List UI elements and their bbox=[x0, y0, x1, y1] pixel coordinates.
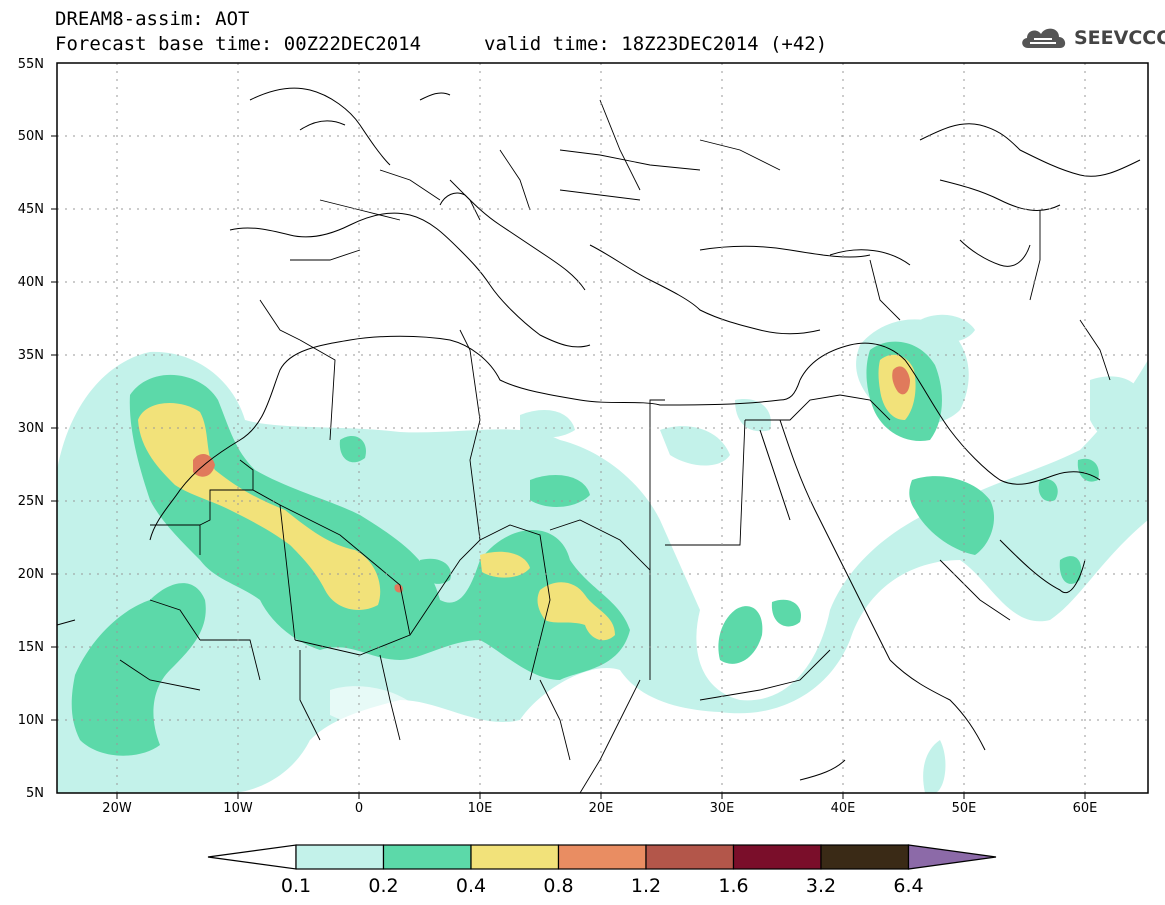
lat-label: 10N bbox=[18, 713, 44, 728]
lon-label: 30E bbox=[710, 801, 735, 816]
colorbar-label: 3.2 bbox=[806, 875, 836, 897]
colorbar: 0.1 0.2 0.4 0.8 1.2 1.6 3.2 6.4 bbox=[207, 844, 997, 897]
logo-text: SEEVCCC bbox=[1074, 27, 1165, 49]
latitude-labels: 5N 10N 15N 20N 25N 30N 35N 40N 45N 50N 5… bbox=[18, 57, 44, 801]
lon-label: 20E bbox=[589, 801, 614, 816]
colorbar-swatch bbox=[820, 844, 910, 870]
colorbar-swatch bbox=[645, 844, 735, 870]
lon-label: 10E bbox=[468, 801, 493, 816]
colorbar-swatch bbox=[732, 844, 822, 870]
colorbar-label: 0.8 bbox=[543, 875, 573, 897]
colorbar-label: 0.4 bbox=[456, 875, 486, 897]
seevccc-logo: SEEVCCC bbox=[1018, 22, 1165, 54]
lat-label: 55N bbox=[18, 57, 44, 72]
forecast-base-time: Forecast base time: 00Z22DEC2014 bbox=[55, 33, 422, 55]
country-borders bbox=[119, 99, 1111, 793]
colorbar-under-arrow bbox=[207, 844, 297, 870]
lat-label: 25N bbox=[18, 494, 44, 509]
lat-label: 40N bbox=[18, 275, 44, 290]
lon-ticks bbox=[116, 793, 1086, 799]
coastlines bbox=[57, 87, 1141, 781]
lon-label: 60E bbox=[1073, 801, 1098, 816]
colorbar-label: 0.1 bbox=[281, 875, 311, 897]
lat-label: 35N bbox=[18, 348, 44, 363]
colorbar-swatch bbox=[295, 844, 385, 870]
lat-label: 15N bbox=[18, 640, 44, 655]
colorbar-swatch bbox=[470, 844, 560, 870]
lon-label: 50E bbox=[952, 801, 977, 816]
lon-label: 20W bbox=[102, 801, 132, 816]
colorbar-over-arrow bbox=[907, 844, 997, 870]
lat-label: 30N bbox=[18, 421, 44, 436]
lon-label: 40E bbox=[831, 801, 856, 816]
colorbar-label: 1.6 bbox=[718, 875, 748, 897]
lon-label: 0 bbox=[355, 801, 363, 816]
lat-label: 45N bbox=[18, 202, 44, 217]
colorbar-label: 6.4 bbox=[893, 875, 923, 897]
lat-label: 5N bbox=[26, 786, 44, 801]
valid-time: valid time: 18Z23DEC2014 (+42) bbox=[484, 33, 828, 55]
map-title: DREAM8-assim: AOT bbox=[55, 8, 250, 30]
cloud-logo-icon bbox=[1022, 28, 1066, 48]
lon-label: 10W bbox=[223, 801, 253, 816]
colorbar-swatch bbox=[557, 844, 647, 870]
lat-ticks bbox=[51, 135, 57, 721]
colorbar-label: 0.2 bbox=[368, 875, 398, 897]
lat-label: 50N bbox=[18, 129, 44, 144]
lat-label: 20N bbox=[18, 567, 44, 582]
aot-field bbox=[57, 63, 1148, 793]
lat-lon-grid bbox=[57, 63, 1148, 793]
longitude-labels: 20W 10W 0 10E 20E 30E 40E 50E 60E bbox=[102, 801, 1097, 816]
colorbar-swatch bbox=[382, 844, 472, 870]
colorbar-label: 1.2 bbox=[631, 875, 661, 897]
